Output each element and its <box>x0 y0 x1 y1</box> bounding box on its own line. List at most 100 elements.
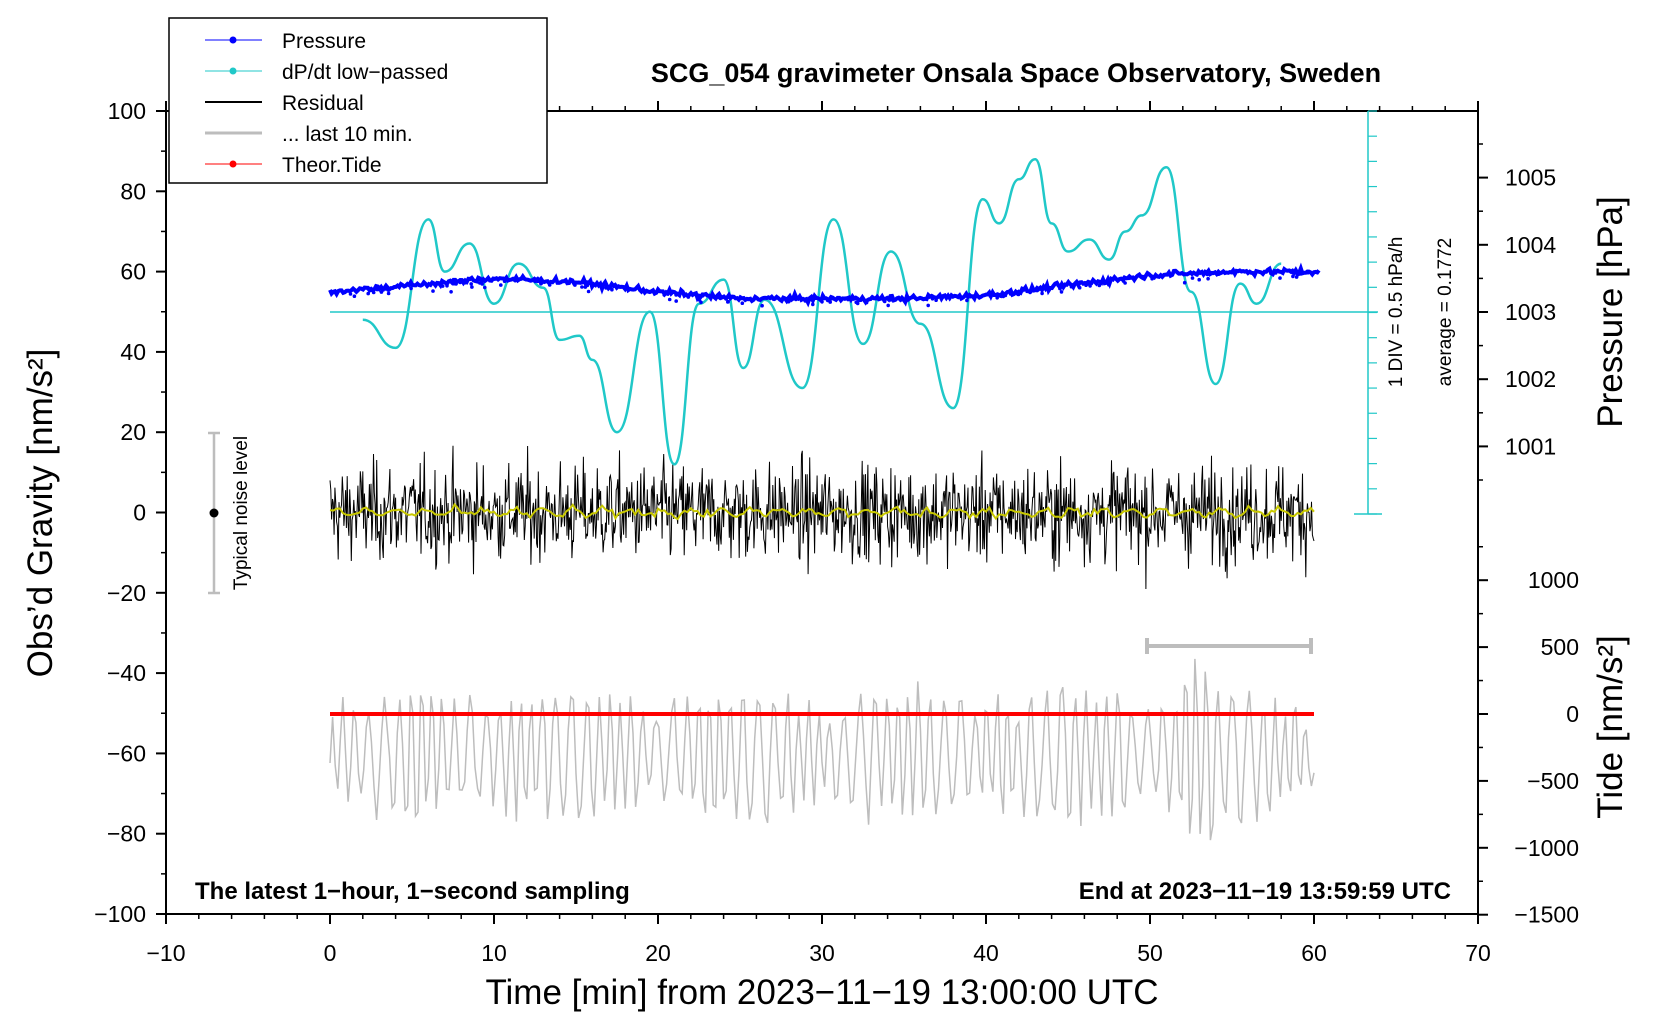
pressure-point <box>1291 270 1295 275</box>
pressure-point <box>1140 274 1145 279</box>
pressure-point <box>1216 272 1221 277</box>
pressure-point <box>882 299 887 304</box>
pressure-point <box>794 297 798 302</box>
pressure-point <box>1204 272 1209 276</box>
pressure-point <box>995 296 999 300</box>
y-tick-label: −100 <box>94 901 146 927</box>
pressure-point <box>667 297 672 302</box>
y-axis-label-pressure: Pressure [hPa] <box>1591 196 1630 428</box>
pressure-point <box>905 296 909 301</box>
pressure-point <box>829 296 834 301</box>
tide-tick-label: −1500 <box>1514 902 1579 928</box>
pressure-point <box>458 280 463 285</box>
pressure-point <box>662 292 667 297</box>
pressure-point <box>1195 272 1199 276</box>
pressure-point <box>940 295 945 300</box>
pressure-tick-label: 1003 <box>1505 299 1556 325</box>
pressure-point <box>726 300 730 304</box>
y-axis-gravity: 100 80 60 40 20 0 −20 −40 −60 −80 −100 <box>94 98 166 927</box>
pressure-point <box>1035 288 1039 293</box>
pressure-point <box>528 279 533 283</box>
pressure-point <box>888 298 893 302</box>
y-tick-label: −40 <box>107 660 146 686</box>
pressure-point <box>1278 276 1282 280</box>
note-bottom-left: The latest 1−hour, 1−second sampling <box>195 878 630 905</box>
pressure-point <box>1252 272 1256 277</box>
tide-tick-label: −500 <box>1527 768 1579 794</box>
pressure-point <box>647 290 651 294</box>
pressure-point <box>1085 282 1090 286</box>
pressure-point <box>469 282 474 286</box>
pressure-point <box>586 289 591 294</box>
x-axis: −10 0 10 20 30 40 50 60 70 <box>146 101 1491 966</box>
pressure-point <box>1071 283 1076 288</box>
pressure-point <box>1206 276 1210 281</box>
pressure-tick-label: 1002 <box>1505 366 1556 392</box>
x-tick-label: 50 <box>1137 940 1163 966</box>
pressure-line <box>328 262 1321 308</box>
pressure-point <box>366 291 371 296</box>
pressure-point <box>470 285 474 289</box>
pressure-point <box>883 296 888 301</box>
x-tick-label: −10 <box>146 940 185 966</box>
pressure-point <box>547 283 552 287</box>
pressure-point <box>820 300 824 304</box>
y-tick-label: 60 <box>120 259 146 285</box>
pressure-point <box>760 303 764 308</box>
pressure-point <box>1016 292 1021 297</box>
series-pressure <box>328 262 1321 308</box>
pressure-point <box>1150 276 1154 281</box>
pressure-point <box>1107 283 1111 287</box>
pressure-point <box>1020 289 1024 293</box>
pressure-point <box>409 286 413 291</box>
pressure-point <box>716 295 721 300</box>
pressure-point <box>610 287 614 292</box>
pressure-point <box>1190 276 1195 280</box>
pressure-point <box>604 286 608 290</box>
pressure-point <box>1131 276 1136 281</box>
pressure-point <box>1270 271 1275 275</box>
y-tick-label: 80 <box>120 178 146 204</box>
pressure-point <box>381 288 385 292</box>
pressure-point <box>926 303 930 308</box>
pressure-point <box>1040 291 1044 296</box>
pressure-point <box>539 281 543 286</box>
pressure-point <box>968 294 972 299</box>
pressure-point <box>1030 288 1035 293</box>
legend-marker <box>229 160 237 168</box>
pressure-point <box>1182 280 1187 285</box>
pressure-point <box>810 298 814 302</box>
pressure-point <box>843 297 847 301</box>
pressure-point <box>514 278 519 282</box>
pressure-point <box>463 280 468 285</box>
pressure-point <box>580 280 585 285</box>
pressure-point <box>1274 271 1278 275</box>
x-tick-label: 10 <box>481 940 507 966</box>
pressure-point <box>998 294 1003 298</box>
x-tick-label: 70 <box>1465 940 1491 966</box>
series-residual <box>329 445 1315 590</box>
pressure-point <box>580 285 584 289</box>
x-tick-label: 0 <box>324 940 337 966</box>
pressure-point <box>499 283 503 287</box>
pressure-point <box>854 300 858 305</box>
pressure-point <box>786 297 791 301</box>
series-dpdt <box>362 157 1282 466</box>
legend-marker <box>229 36 237 44</box>
pressure-point <box>386 291 391 296</box>
pressure-point <box>1088 284 1092 288</box>
pressure-point <box>375 287 380 292</box>
legend-label: Residual <box>282 92 364 115</box>
y-tick-label: 100 <box>108 98 146 124</box>
pressure-point <box>740 301 745 306</box>
legend-marker <box>229 67 237 75</box>
tide-tick-label: −1000 <box>1514 835 1579 861</box>
pressure-point <box>1077 285 1082 290</box>
y-tick-label: −20 <box>107 580 146 606</box>
pressure-point <box>1127 276 1131 281</box>
pressure-point <box>371 290 376 295</box>
pressure-point <box>1306 270 1310 275</box>
pressure-tick-label: 1004 <box>1505 232 1556 258</box>
noise-dot <box>209 508 219 518</box>
pressure-point <box>583 285 588 289</box>
